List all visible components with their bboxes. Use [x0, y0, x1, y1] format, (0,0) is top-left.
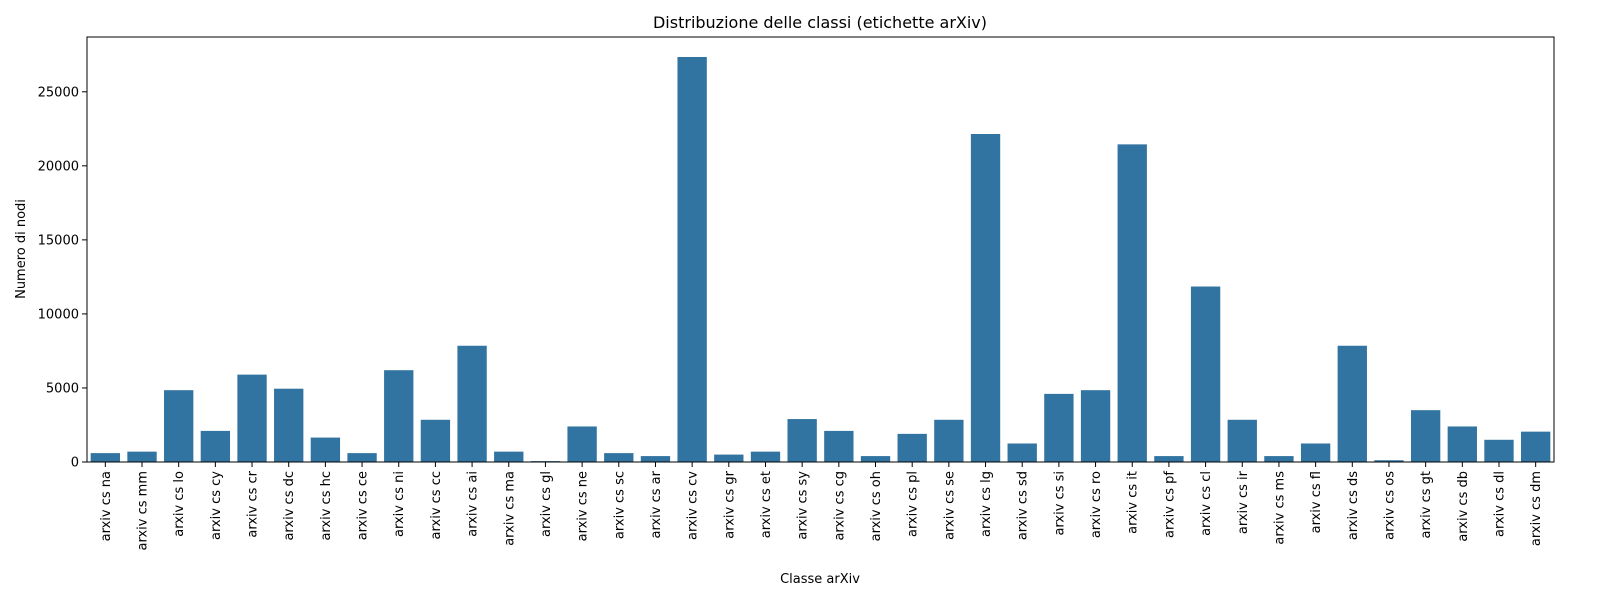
- x-tick-label: arxiv cs mm: [136, 471, 151, 550]
- x-tick-label: arxiv cs sy: [796, 471, 811, 540]
- x-tick-label: arxiv cs cg: [832, 471, 847, 541]
- x-tick-label: arxiv cs fl: [1309, 471, 1324, 533]
- x-tick-label: arxiv cs oh: [869, 471, 884, 541]
- x-tick-label: arxiv cs ds: [1346, 471, 1361, 540]
- bar-arxiv-cs-ar: [640, 456, 671, 462]
- x-tick-label: arxiv cs gr: [722, 470, 737, 538]
- x-tick-label: arxiv cs ne: [576, 471, 591, 541]
- bar-arxiv-cs-dc: [274, 388, 304, 462]
- x-tick-label: arxiv cs ai: [466, 471, 481, 537]
- bar-arxiv-cs-pl: [897, 433, 927, 462]
- bar-arxiv-cs-ro: [1080, 390, 1111, 462]
- plot-frame: [86, 36, 1555, 463]
- bar-arxiv-cs-et: [750, 451, 781, 462]
- x-tick-label: arxiv cs ar: [649, 470, 664, 538]
- bar-arxiv-cs-dl: [1484, 439, 1514, 462]
- x-axis-title: Classe arXiv: [780, 572, 860, 587]
- bar-arxiv-cs-mm: [127, 451, 157, 462]
- x-tick-label: arxiv cs cc: [429, 471, 444, 539]
- y-axis-title: Numero di nodi: [14, 199, 29, 299]
- x-tick-label: arxiv cs lg: [979, 471, 994, 537]
- y-axis: 0 5000 10000 15000 20000 25000: [38, 85, 87, 471]
- x-tick-label: arxiv cs et: [759, 471, 774, 538]
- bar-arxiv-cs-se: [934, 419, 964, 462]
- bars-group: [90, 56, 1551, 463]
- bar-arxiv-cs-ir: [1227, 419, 1257, 462]
- bar-arxiv-cs-hc: [310, 437, 341, 462]
- x-axis: arxiv cs na arxiv cs mm arxiv cs lo arxiv c…: [99, 462, 1544, 550]
- bar-arxiv-cs-ni: [384, 370, 414, 462]
- x-tick-label: arxiv cs it: [1126, 471, 1141, 534]
- bar-arxiv-cs-os: [1374, 460, 1404, 462]
- bar-arxiv-cs-gt: [1410, 410, 1441, 462]
- chart-title: Distribuzione delle classi (etichette ar…: [653, 13, 987, 32]
- y-tick-label: 20000: [38, 159, 79, 174]
- bar-arxiv-cs-ms: [1264, 456, 1294, 462]
- x-tick-label: arxiv cs cy: [209, 471, 224, 540]
- x-tick-label: arxiv cs cv: [686, 471, 701, 540]
- bar-arxiv-cs-fl: [1300, 443, 1331, 462]
- bar-arxiv-cs-sd: [1007, 443, 1037, 462]
- x-tick-label: arxiv cs si: [1052, 471, 1067, 536]
- bar-arxiv-cs-ai: [457, 345, 487, 462]
- x-tick-label: arxiv cs dl: [1492, 471, 1507, 537]
- x-tick-label: arxiv cs na: [99, 471, 114, 541]
- x-tick-label: arxiv cs ni: [392, 471, 407, 537]
- bar-arxiv-cs-db: [1447, 426, 1477, 462]
- bar-arxiv-cs-ds: [1337, 345, 1367, 462]
- y-tick-label: 25000: [38, 85, 79, 100]
- bar-arxiv-cs-lo: [164, 390, 194, 462]
- y-tick-label: 5000: [46, 381, 79, 396]
- bar-arxiv-cs-oh: [860, 456, 891, 462]
- x-tick-label: arxiv cs os: [1382, 471, 1397, 540]
- bar-arxiv-cs-pf: [1154, 456, 1184, 462]
- y-tick-label: 15000: [38, 233, 79, 248]
- bar-arxiv-cs-lg: [970, 133, 1001, 463]
- x-tick-label: arxiv cs db: [1456, 471, 1471, 542]
- bar-arxiv-cs-ne: [567, 426, 597, 462]
- bar-arxiv-cs-cy: [200, 430, 231, 462]
- x-tick-label: arxiv cs dc: [282, 471, 297, 541]
- bar-arxiv-cs-na: [90, 453, 121, 462]
- y-tick-label: 10000: [38, 307, 79, 322]
- bar-arxiv-cs-si: [1044, 393, 1074, 462]
- x-tick-label: arxiv cs pl: [906, 471, 921, 537]
- x-tick-label: arxiv cs dm: [1529, 471, 1544, 546]
- bar-arxiv-cs-cc: [420, 419, 451, 462]
- bar-arxiv-cs-cv: [677, 56, 707, 463]
- y-tick-label: 0: [71, 456, 79, 471]
- x-tick-label: arxiv cs ro: [1089, 471, 1104, 538]
- x-tick-label: arxiv cs hc: [319, 471, 334, 541]
- bar-arxiv-cs-ma: [494, 451, 524, 462]
- x-tick-label: arxiv cs cr: [246, 470, 261, 537]
- x-tick-label: arxiv cs ce: [356, 471, 371, 540]
- bar-arxiv-cs-cr: [237, 374, 267, 462]
- bar-arxiv-cs-it: [1117, 144, 1147, 462]
- bar-arxiv-cs-cl: [1190, 286, 1221, 462]
- x-tick-label: arxiv cs sd: [1016, 471, 1031, 540]
- bar-arxiv-cs-cg: [824, 430, 854, 462]
- x-tick-label: arxiv cs gt: [1419, 471, 1434, 539]
- x-tick-label: arxiv cs sc: [612, 471, 627, 539]
- bar-arxiv-cs-ce: [347, 453, 377, 462]
- bar-arxiv-cs-sy: [787, 419, 817, 462]
- x-tick-label: arxiv cs ir: [1236, 470, 1251, 534]
- x-tick-label: arxiv cs se: [942, 471, 957, 540]
- bar-arxiv-cs-gr: [714, 454, 744, 462]
- bar-arxiv-cs-sc: [604, 453, 634, 462]
- x-tick-label: arxiv cs cl: [1199, 471, 1214, 536]
- x-tick-label: arxiv cs gl: [539, 471, 554, 537]
- x-tick-label: arxiv cs lo: [172, 471, 187, 537]
- bar-arxiv-cs-dm: [1520, 431, 1551, 462]
- x-tick-label: arxiv cs pf: [1162, 471, 1177, 538]
- x-tick-label: arxiv cs ma: [502, 471, 517, 546]
- x-tick-label: arxiv cs ms: [1272, 471, 1287, 545]
